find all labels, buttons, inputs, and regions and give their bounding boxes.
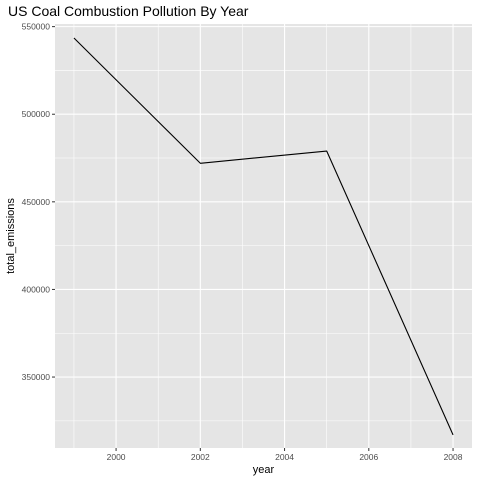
y-tick-label: 550000	[22, 22, 51, 32]
x-axis: 2000 2002 2004 2006 2008	[107, 448, 463, 462]
x-axis-title: year	[253, 464, 275, 476]
minor-gridlines	[55, 24, 472, 448]
y-tick-label: 350000	[22, 372, 51, 382]
x-tick-label: 2006	[359, 452, 378, 462]
chart-title: US Coal Combustion Pollution By Year	[8, 3, 249, 19]
y-tick-label: 450000	[22, 197, 51, 207]
x-tick-label: 2004	[275, 452, 294, 462]
y-axis: 350000 400000 450000 500000 550000	[22, 22, 55, 382]
y-axis-title: total_emissions	[5, 198, 17, 274]
series-layer	[73, 37, 454, 436]
y-tick-label: 500000	[22, 109, 51, 119]
x-tick-label: 2008	[444, 452, 463, 462]
x-tick-label: 2002	[191, 452, 210, 462]
y-tick-label: 400000	[22, 284, 51, 294]
plot-panel	[55, 24, 472, 448]
x-tick-label: 2000	[107, 452, 126, 462]
major-gridlines	[55, 24, 472, 448]
series-line-0	[73, 37, 454, 436]
